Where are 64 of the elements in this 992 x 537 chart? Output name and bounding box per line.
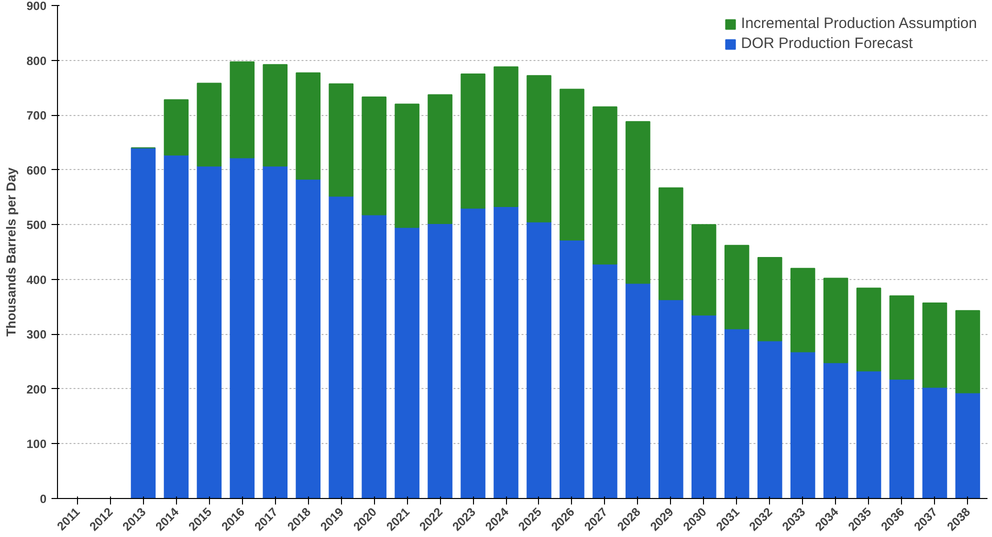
y-tick-label: 400 (26, 272, 47, 287)
bar (460, 73, 486, 209)
bar (922, 386, 948, 498)
bar (164, 154, 189, 498)
y-tick-label: 300 (26, 328, 47, 342)
y-tick-label: 800 (26, 54, 47, 68)
bar (955, 392, 980, 498)
bar (692, 314, 716, 498)
legend-label: Incremental Production Assumption (741, 15, 977, 32)
y-tick-label: 900 (26, 0, 47, 13)
bar (196, 82, 222, 166)
bar (328, 196, 354, 498)
bar (592, 264, 618, 498)
bar (130, 147, 156, 498)
bar (460, 208, 486, 498)
bar (823, 278, 848, 364)
bar (626, 121, 650, 284)
y-tick-label: 700 (26, 108, 47, 123)
bar (296, 72, 321, 180)
bar (196, 166, 222, 498)
bar (394, 104, 420, 228)
bar (922, 302, 948, 388)
bar (494, 206, 518, 498)
bar (856, 370, 882, 498)
bar (526, 221, 552, 498)
bar (955, 310, 980, 394)
bar (889, 295, 914, 380)
legend-label: DOR Production Forecast (741, 35, 913, 52)
bar (560, 88, 584, 240)
bar (262, 166, 288, 498)
bar (856, 288, 882, 372)
bar (362, 96, 386, 216)
bar (394, 226, 420, 498)
bar (230, 61, 255, 158)
bar (692, 224, 716, 316)
bar (262, 64, 288, 166)
bar (526, 75, 552, 222)
bar (790, 268, 816, 352)
bar (658, 187, 684, 300)
bar (560, 239, 584, 498)
bar (757, 256, 782, 342)
y-tick-label: 600 (26, 163, 47, 178)
y-tick-label: 200 (26, 382, 47, 396)
y-tick-label: 0 (40, 492, 47, 506)
bar (494, 66, 518, 208)
bar (724, 244, 750, 330)
y-tick-label: 500 (26, 218, 47, 232)
bar (428, 94, 452, 224)
bar (790, 351, 816, 498)
bar (658, 299, 684, 498)
bar (592, 106, 618, 265)
bar (296, 178, 321, 498)
bar (362, 214, 386, 498)
bar (757, 340, 782, 498)
bar (328, 83, 354, 197)
y-axis-title: Thousands Barrels per Day (3, 166, 18, 337)
bar (164, 99, 189, 156)
bar (889, 378, 914, 498)
bar (428, 223, 452, 498)
bar (724, 328, 750, 498)
bar (626, 282, 650, 498)
bar (823, 362, 848, 498)
bar (230, 157, 255, 498)
y-tick-label: 100 (26, 437, 47, 452)
